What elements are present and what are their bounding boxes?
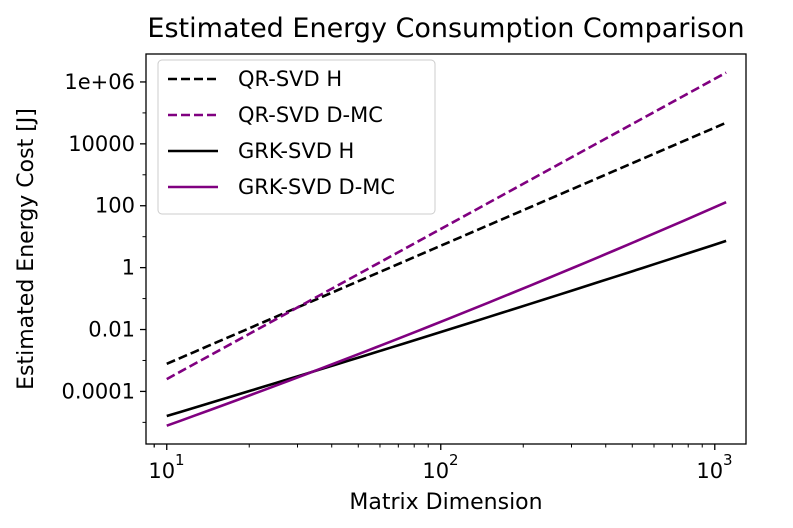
y-axis-label: Estimated Energy Cost [J]: [14, 108, 39, 390]
chart-title: Estimated Energy Consumption Comparison: [147, 13, 744, 44]
x-tick-label: 10: [696, 459, 723, 483]
series-line-4: [166, 201, 727, 427]
series-line-2: [166, 71, 727, 381]
legend: QR-SVD H QR-SVD D-MC GRK-SVD H GRK-SVD D-MC: [157, 59, 436, 215]
series-line-3: [166, 239, 727, 418]
y-tick-label: 1: [122, 256, 135, 280]
y-tick-label: 100: [95, 194, 135, 218]
x-tick-exponent: 1: [175, 451, 185, 469]
plot-area: [145, 53, 747, 445]
x-tick-label: 10: [148, 459, 175, 483]
y-tick-label: 10000: [68, 132, 135, 156]
x-tick-exponent: 3: [723, 451, 733, 469]
x-tick-exponent: 2: [449, 451, 459, 469]
y-tick-label: 1e+06: [64, 70, 135, 94]
x-tick-label: 10: [422, 459, 449, 483]
legend-box: [157, 59, 436, 215]
y-tick-label: 0.01: [88, 318, 135, 342]
legend-label-1: QR-SVD H: [238, 67, 342, 91]
legend-label-2: QR-SVD D-MC: [238, 103, 383, 127]
legend-label-4: GRK-SVD D-MC: [238, 175, 395, 199]
series-line-1: [166, 121, 727, 366]
legend-label-3: GRK-SVD H: [238, 139, 354, 163]
x-axis-label: Matrix Dimension: [349, 490, 542, 515]
y-tick-label: 0.0001: [62, 379, 135, 403]
